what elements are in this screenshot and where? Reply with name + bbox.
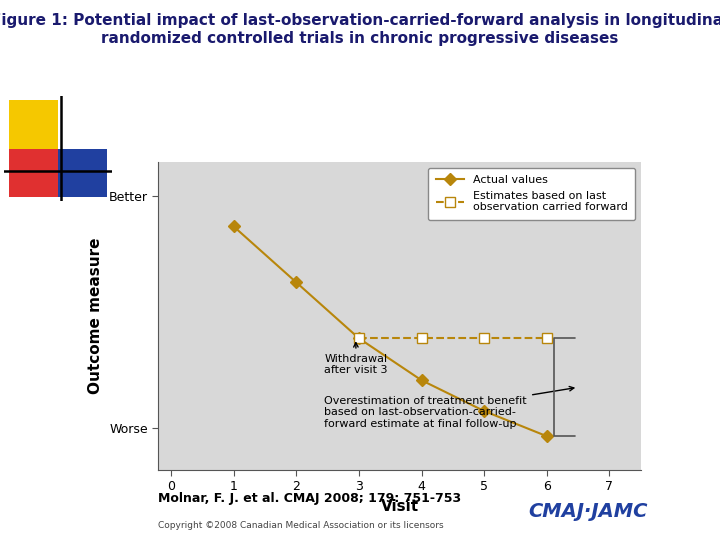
Actual values: [417, 377, 426, 383]
Y-axis label: Outcome measure: Outcome measure: [89, 238, 104, 394]
Actual values: [229, 223, 238, 230]
Text: Withdrawal
after visit 3: Withdrawal after visit 3: [325, 342, 388, 375]
Text: CMAJ·JAMC: CMAJ·JAMC: [528, 502, 648, 521]
Estimates based on last
observation carried forward: [417, 335, 426, 341]
Estimates based on last
observation carried forward: [542, 335, 551, 341]
Actual values: [292, 279, 300, 286]
X-axis label: Visit: Visit: [381, 499, 418, 514]
Actual values: [480, 408, 488, 414]
Actual values: [354, 335, 363, 341]
Actual values: [542, 433, 551, 440]
Text: Overestimation of treatment benefit
based on last-observation-carried-
forward e: Overestimation of treatment benefit base…: [325, 387, 574, 429]
Text: Molnar, F. J. et al. CMAJ 2008; 179: 751-753: Molnar, F. J. et al. CMAJ 2008; 179: 751…: [158, 492, 462, 505]
Text: Figure 1: Potential impact of last-observation-carried-forward analysis in longi: Figure 1: Potential impact of last-obser…: [0, 14, 720, 46]
Line: Estimates based on last
observation carried forward: Estimates based on last observation carr…: [354, 333, 552, 343]
Legend: Actual values, Estimates based on last
observation carried forward: Actual values, Estimates based on last o…: [428, 167, 635, 220]
Estimates based on last
observation carried forward: [354, 335, 363, 341]
Line: Actual values: Actual values: [230, 222, 551, 441]
Text: Copyright ©2008 Canadian Medical Association or its licensors: Copyright ©2008 Canadian Medical Associa…: [158, 521, 444, 530]
Estimates based on last
observation carried forward: [480, 335, 488, 341]
